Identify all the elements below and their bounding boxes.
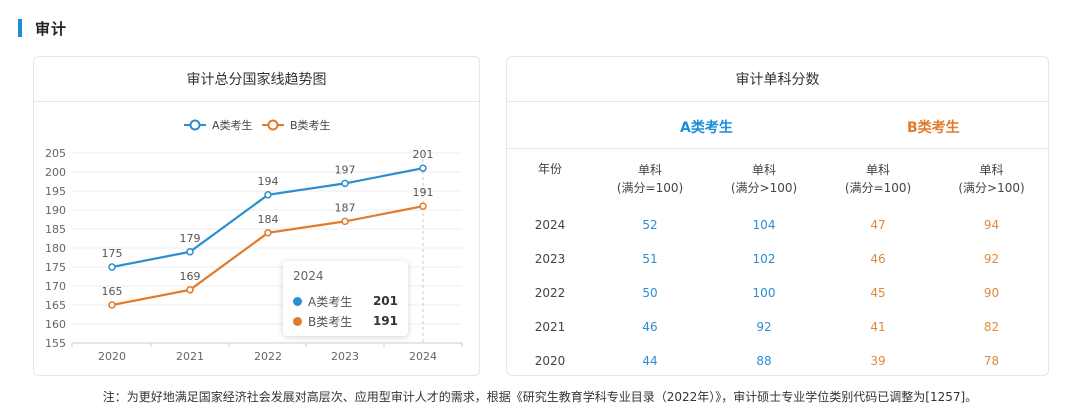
- cell-year: 2022: [534, 286, 566, 300]
- cell-b-100: 47: [870, 218, 886, 232]
- cell-b-over100: 78: [983, 354, 1000, 368]
- table-row: 2020 44 88 39 78: [507, 344, 1048, 378]
- col-header-b-over100: 单科 (满分>100): [958, 163, 1025, 195]
- chart-card-title: 审计总分国家线趋势图: [34, 57, 479, 102]
- cell-a-100: 46: [642, 320, 658, 334]
- col-header-a-100: 单科 (满分=100): [616, 163, 684, 195]
- cell-b-over100: 92: [983, 252, 1000, 266]
- cell-b-over100: 90: [983, 286, 1000, 300]
- cell-year: 2020: [534, 354, 566, 368]
- table-row: 2022 50 100 45 90: [507, 276, 1048, 310]
- cell-a-over100: 88: [756, 354, 772, 368]
- cell-a-over100: 104: [752, 218, 776, 232]
- cell-a-100: 50: [642, 286, 658, 300]
- cell-a-over100: 100: [752, 286, 776, 300]
- section-accent-bar: [18, 19, 22, 37]
- scores-table: 年份 单科 (满分=100) 单科 (满分>100) 单科 (满分=100) 单科 (满…: [507, 150, 1048, 378]
- section-header: 审计: [18, 17, 67, 39]
- series-a-dot-icon: [293, 296, 302, 306]
- table-row: 2024 52 104 47 94: [507, 208, 1048, 242]
- group-a-label: A类考生: [680, 120, 733, 136]
- cell-year: 2021: [534, 320, 566, 334]
- cell-a-over100: 92: [756, 320, 772, 334]
- scores-card-title: 审计单科分数: [507, 57, 1048, 102]
- table-header-row: 年份 单科 (满分=100) 单科 (满分>100) 单科 (满分=100) 单科 (满…: [507, 150, 1048, 208]
- cell-a-100: 51: [642, 252, 658, 266]
- cell-b-100: 39: [870, 354, 886, 368]
- group-header: A类考生 B类考生: [507, 101, 1048, 149]
- cell-year: 2023: [534, 252, 566, 266]
- cell-b-over100: 82: [983, 320, 1000, 334]
- footnote: 注：为更好地满足国家经济社会发展对高层次、应用型审计人才的需求，根据《研究生教育…: [102, 390, 978, 404]
- cell-year: 2024: [534, 218, 566, 232]
- table-row: 2021 46 92 41 82: [507, 310, 1048, 344]
- tooltip-row-a: A类考生 201: [293, 291, 398, 311]
- table-row: 2023 51 102 46 92: [507, 242, 1048, 276]
- series-b-dot-icon: [293, 316, 302, 326]
- chart-tooltip: 2024 A类考生 201 B类考生 191: [283, 261, 408, 336]
- cell-b-100: 45: [870, 286, 886, 300]
- tooltip-year: 2024: [293, 269, 324, 283]
- cell-b-100: 46: [870, 252, 886, 266]
- tooltip-series-name: B类考生: [308, 314, 353, 329]
- tooltip-row-b: B类考生 191: [293, 311, 398, 331]
- section-title: 审计: [35, 19, 68, 38]
- chart-card: 审计总分国家线趋势图: [33, 56, 480, 376]
- scores-card: 审计单科分数: [506, 56, 1049, 376]
- cell-a-100: 52: [642, 218, 658, 232]
- tooltip-value: 191: [372, 314, 398, 328]
- cell-a-100: 44: [642, 354, 658, 368]
- cell-a-over100: 102: [752, 252, 776, 266]
- tooltip-series-name: A类考生: [308, 294, 353, 309]
- col-header-a-over100: 单科 (满分>100): [730, 163, 798, 195]
- group-b-label: B类考生: [907, 120, 960, 136]
- col-header-b-100: 单科 (满分=100): [844, 163, 912, 195]
- tooltip-value: 201: [372, 294, 398, 308]
- col-header-year: 年份: [537, 162, 562, 176]
- cell-b-100: 41: [870, 320, 886, 334]
- cell-b-over100: 94: [983, 218, 1000, 232]
